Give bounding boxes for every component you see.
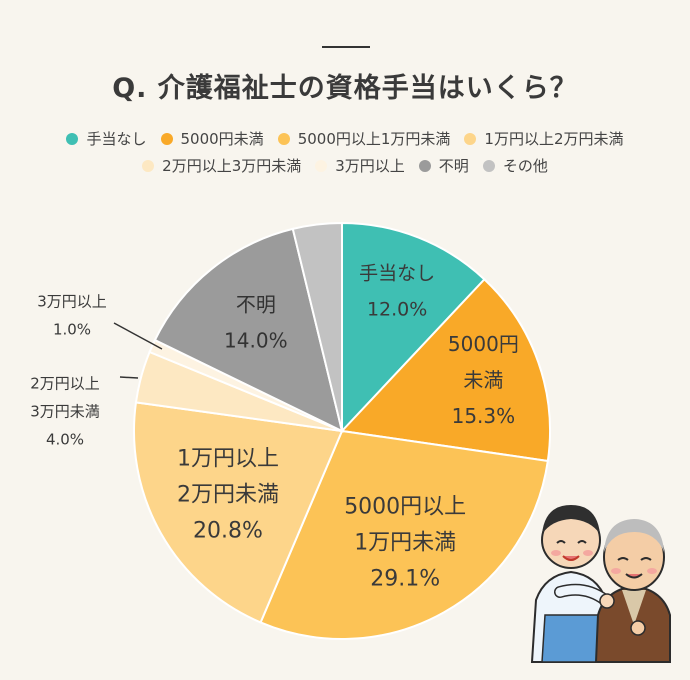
leader-lines (113, 322, 163, 379)
legend-label: 1万円以上2万円未満 (484, 130, 624, 148)
pie-slice-7 (291, 221, 343, 432)
leader-line-5 (113, 322, 163, 350)
caregiver-illustration (530, 505, 671, 663)
legend-swatch (464, 132, 477, 145)
legend-item-3: 1万円以上2万円未満 (464, 128, 624, 149)
legend-label: 3万円以上 (335, 157, 405, 175)
legend-swatch (315, 159, 328, 172)
legend-label: その他 (502, 157, 548, 175)
legend-item-6: 不明 (418, 155, 469, 176)
slice-label-6: 不明 14.0% (224, 293, 288, 353)
slice-label-1: 5000円未満 15.3% (448, 332, 519, 428)
legend-label: 不明 (438, 157, 469, 175)
title-rule (322, 46, 370, 48)
slice-label-4: 2万円以上 3万円未満 4.0% (30, 375, 100, 449)
legend-item-7: その他 (482, 155, 548, 176)
pie-slice-0 (341, 221, 486, 434)
legend-swatch (142, 159, 155, 172)
legend-swatch (160, 132, 173, 145)
legend-label: 手当なし (86, 130, 147, 148)
legend-swatch (482, 159, 495, 172)
pie-slices (133, 221, 551, 640)
leader-line-4 (119, 376, 139, 379)
legend-item-1: 5000円未満 (160, 128, 264, 149)
slice-label-2: 5000円以上 1万円未満 29.1% (344, 494, 466, 591)
slice-label-3: 1万円以上 2万円未満 20.8% (177, 447, 279, 544)
pie-slice-6 (153, 227, 344, 433)
legend-item-2: 5000円以上1万円未満 (277, 128, 451, 149)
legend-swatch (277, 132, 290, 145)
legend-label: 5000円未満 (180, 130, 264, 148)
legend-label: 5000円以上1万円未満 (297, 130, 451, 148)
legend-label: 2万円以上3万円未満 (162, 157, 302, 175)
legend-item-4: 2万円以上3万円未満 (142, 155, 301, 176)
legend-item-0: 手当なし (66, 128, 147, 149)
chart-legend: 手当なし 5000円未満 5000円以上1万円未満 1万円以上2万円未満 2万円以上3万… (20, 128, 670, 176)
pie-slice-2 (259, 429, 549, 640)
legend-swatch (66, 132, 79, 145)
slice-label-0: 手当なし 12.0% (359, 262, 435, 320)
slice-labels: 手当なし 12.0%5000円未満 15.3% 5000円以上 1万円未満 29.1% 1万… (30, 262, 519, 591)
slice-label-5: 3万円以上 1.0% (37, 293, 107, 339)
legend-swatch (418, 159, 431, 172)
pie-slice-1 (339, 277, 551, 463)
legend-item-5: 3万円以上 (315, 155, 405, 176)
pie-slice-3 (133, 401, 344, 624)
chart-title: Q. 介護福祉士の資格手当はいくら？ (112, 73, 578, 104)
